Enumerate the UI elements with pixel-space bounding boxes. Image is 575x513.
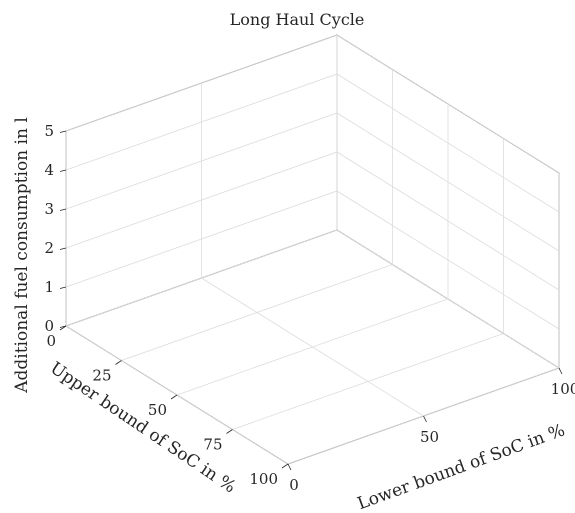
x-tick-mark	[115, 360, 122, 365]
y-tick-mark	[287, 463, 292, 471]
x-tick-mark	[59, 325, 67, 331]
axes-panes	[65, 34, 560, 465]
y-tick-mark	[423, 415, 427, 423]
y-tick-mark	[558, 367, 563, 375]
y-floor-gridline	[336, 229, 560, 369]
z-tick-mark	[59, 286, 67, 289]
chart-title: Long Haul Cycle	[230, 10, 365, 29]
z-tick-label: 0	[44, 317, 54, 335]
y-tick-label: 100	[551, 380, 575, 398]
y-floor-gridline	[201, 277, 424, 417]
z-gridline	[65, 112, 560, 252]
x-tick-label: 75	[203, 436, 222, 454]
z-tick-label: 5	[44, 122, 54, 140]
y-tick-label: 50	[420, 428, 439, 446]
axes-gridlines	[65, 34, 560, 465]
z-tick-label: 1	[44, 278, 54, 296]
z-tick-mark	[59, 208, 67, 211]
z-tick-label: 2	[44, 239, 54, 257]
z-gridline	[65, 34, 560, 174]
x-tick-mark	[170, 394, 178, 400]
z-gridline	[65, 190, 560, 330]
z-tick-label: 4	[44, 161, 54, 179]
x-tick-label: 100	[249, 470, 278, 488]
y-axis-label: Lower bound of SoC in %	[355, 420, 568, 513]
z-tick-label: 3	[44, 200, 54, 218]
x-tick-label: 50	[148, 401, 167, 419]
z-tick-mark	[59, 247, 67, 250]
z-tick-mark	[59, 130, 67, 133]
z-gridline	[65, 151, 560, 291]
z-axis-label: Additional fuel consumption in l	[12, 117, 32, 394]
z-gridline	[65, 73, 560, 213]
y-tick-label: 0	[289, 476, 299, 494]
z-tick-mark	[59, 169, 67, 172]
x-axis-label: Upper bound of SoC in %	[46, 358, 239, 497]
x-tick-mark	[281, 463, 289, 469]
x-tick-mark	[226, 429, 233, 434]
x-tick-label: 25	[92, 367, 111, 385]
x-tick-label: 0	[46, 332, 56, 350]
